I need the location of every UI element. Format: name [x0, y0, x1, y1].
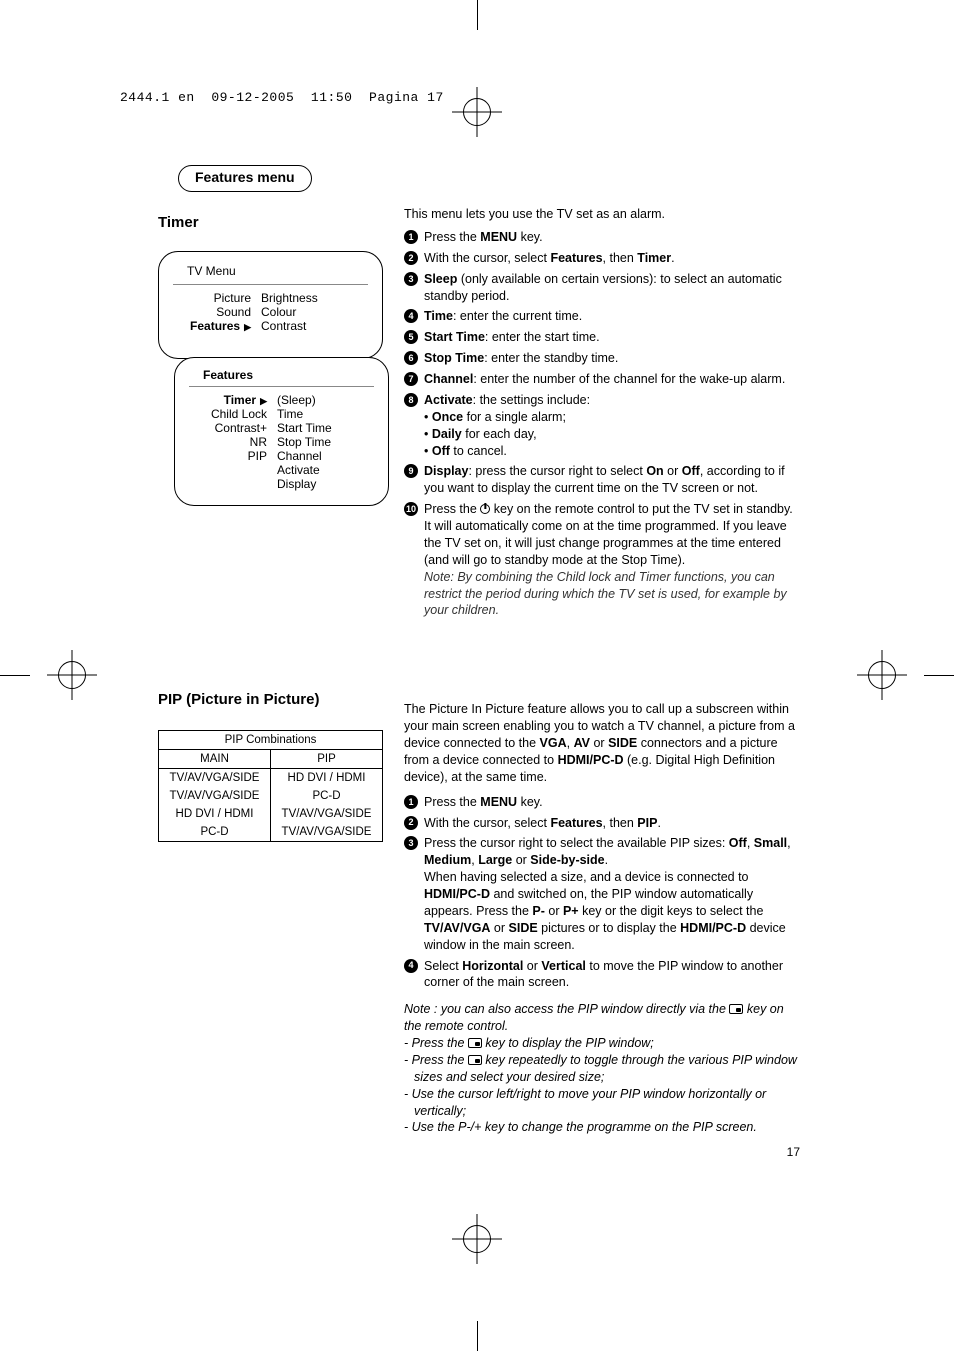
submenu-value: (Sleep)	[277, 393, 374, 407]
pip-step-4: 4Select Horizontal or Vertical to move t…	[404, 958, 800, 992]
step-2: 2With the cursor, select Features, then …	[404, 250, 800, 267]
pill-label: Features menu	[195, 169, 295, 185]
table-cell: TV/AV/VGA/SIDE	[271, 805, 383, 823]
submenu-title: Features	[203, 368, 374, 382]
table-cell: PC-D	[271, 787, 383, 805]
table-cell: TV/AV/VGA/SIDE	[159, 787, 271, 805]
col-main: MAIN	[159, 750, 271, 769]
step-9: 9 Display: press the cursor right to sel…	[404, 463, 800, 497]
timer-intro: This menu lets you use the TV set as an …	[404, 206, 800, 223]
submenu-value: Display	[277, 477, 374, 491]
menu-value: Contrast	[261, 319, 368, 333]
submenu-value: Activate	[277, 463, 374, 477]
pip-step-2: 2With the cursor, select Features, then …	[404, 815, 800, 832]
step-8: 8 Activate: the settings include: • Once…	[404, 392, 800, 460]
crop-mark	[477, 1321, 478, 1351]
table-cell: TV/AV/VGA/SIDE	[271, 823, 383, 842]
col-pip: PIP	[271, 750, 383, 769]
features-pill: Features menu	[178, 165, 800, 192]
menu-item: Picture	[173, 291, 261, 305]
submenu-item: NR	[189, 435, 277, 449]
timer-note: Note: By combining the Child lock and Ti…	[424, 570, 787, 618]
tv-menu-diagram: TV Menu PictureBrightness SoundColour Fe…	[158, 251, 383, 359]
menu-value: Brightness	[261, 291, 368, 305]
registration-mark	[868, 661, 896, 689]
menu-value: Colour	[261, 305, 368, 319]
submenu-item	[189, 477, 277, 491]
table-cell: HD DVI / HDMI	[159, 805, 271, 823]
power-icon	[480, 504, 490, 514]
step-4: 4Time: enter the current time.	[404, 308, 800, 325]
submenu-value: Start Time	[277, 421, 374, 435]
submenu-item: Contrast+	[189, 421, 277, 435]
registration-mark	[58, 661, 86, 689]
pip-icon	[468, 1038, 482, 1048]
step-6: 6Stop Time: enter the standby time.	[404, 350, 800, 367]
step-1: 1Press the MENU key.	[404, 229, 800, 246]
submenu-value: Stop Time	[277, 435, 374, 449]
table-caption: PIP Combinations	[159, 731, 383, 750]
page-number: 17	[404, 1144, 800, 1160]
crop-mark	[0, 675, 30, 676]
step-3: 3Sleep (only available on certain versio…	[404, 271, 800, 305]
menu-item-selected: Features	[173, 319, 261, 333]
submenu-item-selected: Timer	[189, 393, 277, 407]
registration-mark	[463, 1225, 491, 1253]
registration-mark	[463, 98, 491, 126]
timer-heading: Timer	[158, 214, 404, 231]
pip-icon	[468, 1055, 482, 1065]
pip-heading: PIP (Picture in Picture)	[158, 691, 404, 708]
submenu-item: Child Lock	[189, 407, 277, 421]
timer-instructions: This menu lets you use the TV set as an …	[404, 206, 800, 623]
step-10: 10 Press the key on the remote control t…	[404, 501, 800, 619]
pip-step-3: 3Press the cursor right to select the av…	[404, 835, 800, 953]
submenu-item	[189, 463, 277, 477]
table-cell: HD DVI / HDMI	[271, 769, 383, 788]
crop-mark	[477, 0, 478, 30]
step-5: 5Start Time: enter the start time.	[404, 329, 800, 346]
pip-icon	[729, 1004, 743, 1014]
submenu-value: Channel	[277, 449, 374, 463]
pip-combinations-table: PIP Combinations MAIN PIP TV/AV/VGA/SIDE…	[158, 730, 383, 842]
step-7: 7Channel: enter the number of the channe…	[404, 371, 800, 388]
submenu-item: PIP	[189, 449, 277, 463]
table-cell: TV/AV/VGA/SIDE	[159, 769, 271, 788]
pip-footnotes: Note : you can also access the PIP windo…	[404, 1001, 800, 1136]
document-header: 2444.1 en 09-12-2005 11:50 Pagina 17	[120, 90, 444, 105]
submenu-value: Time	[277, 407, 374, 421]
table-cell: PC-D	[159, 823, 271, 842]
pip-intro: The Picture In Picture feature allows yo…	[404, 701, 800, 785]
pip-step-1: 1Press the MENU key.	[404, 794, 800, 811]
page-content: Features menu Timer TV Menu PictureBrigh…	[158, 165, 800, 1160]
menu-item: Sound	[173, 305, 261, 319]
pip-instructions: The Picture In Picture feature allows yo…	[404, 683, 800, 1160]
menu-title: TV Menu	[187, 264, 368, 278]
crop-mark	[924, 675, 954, 676]
